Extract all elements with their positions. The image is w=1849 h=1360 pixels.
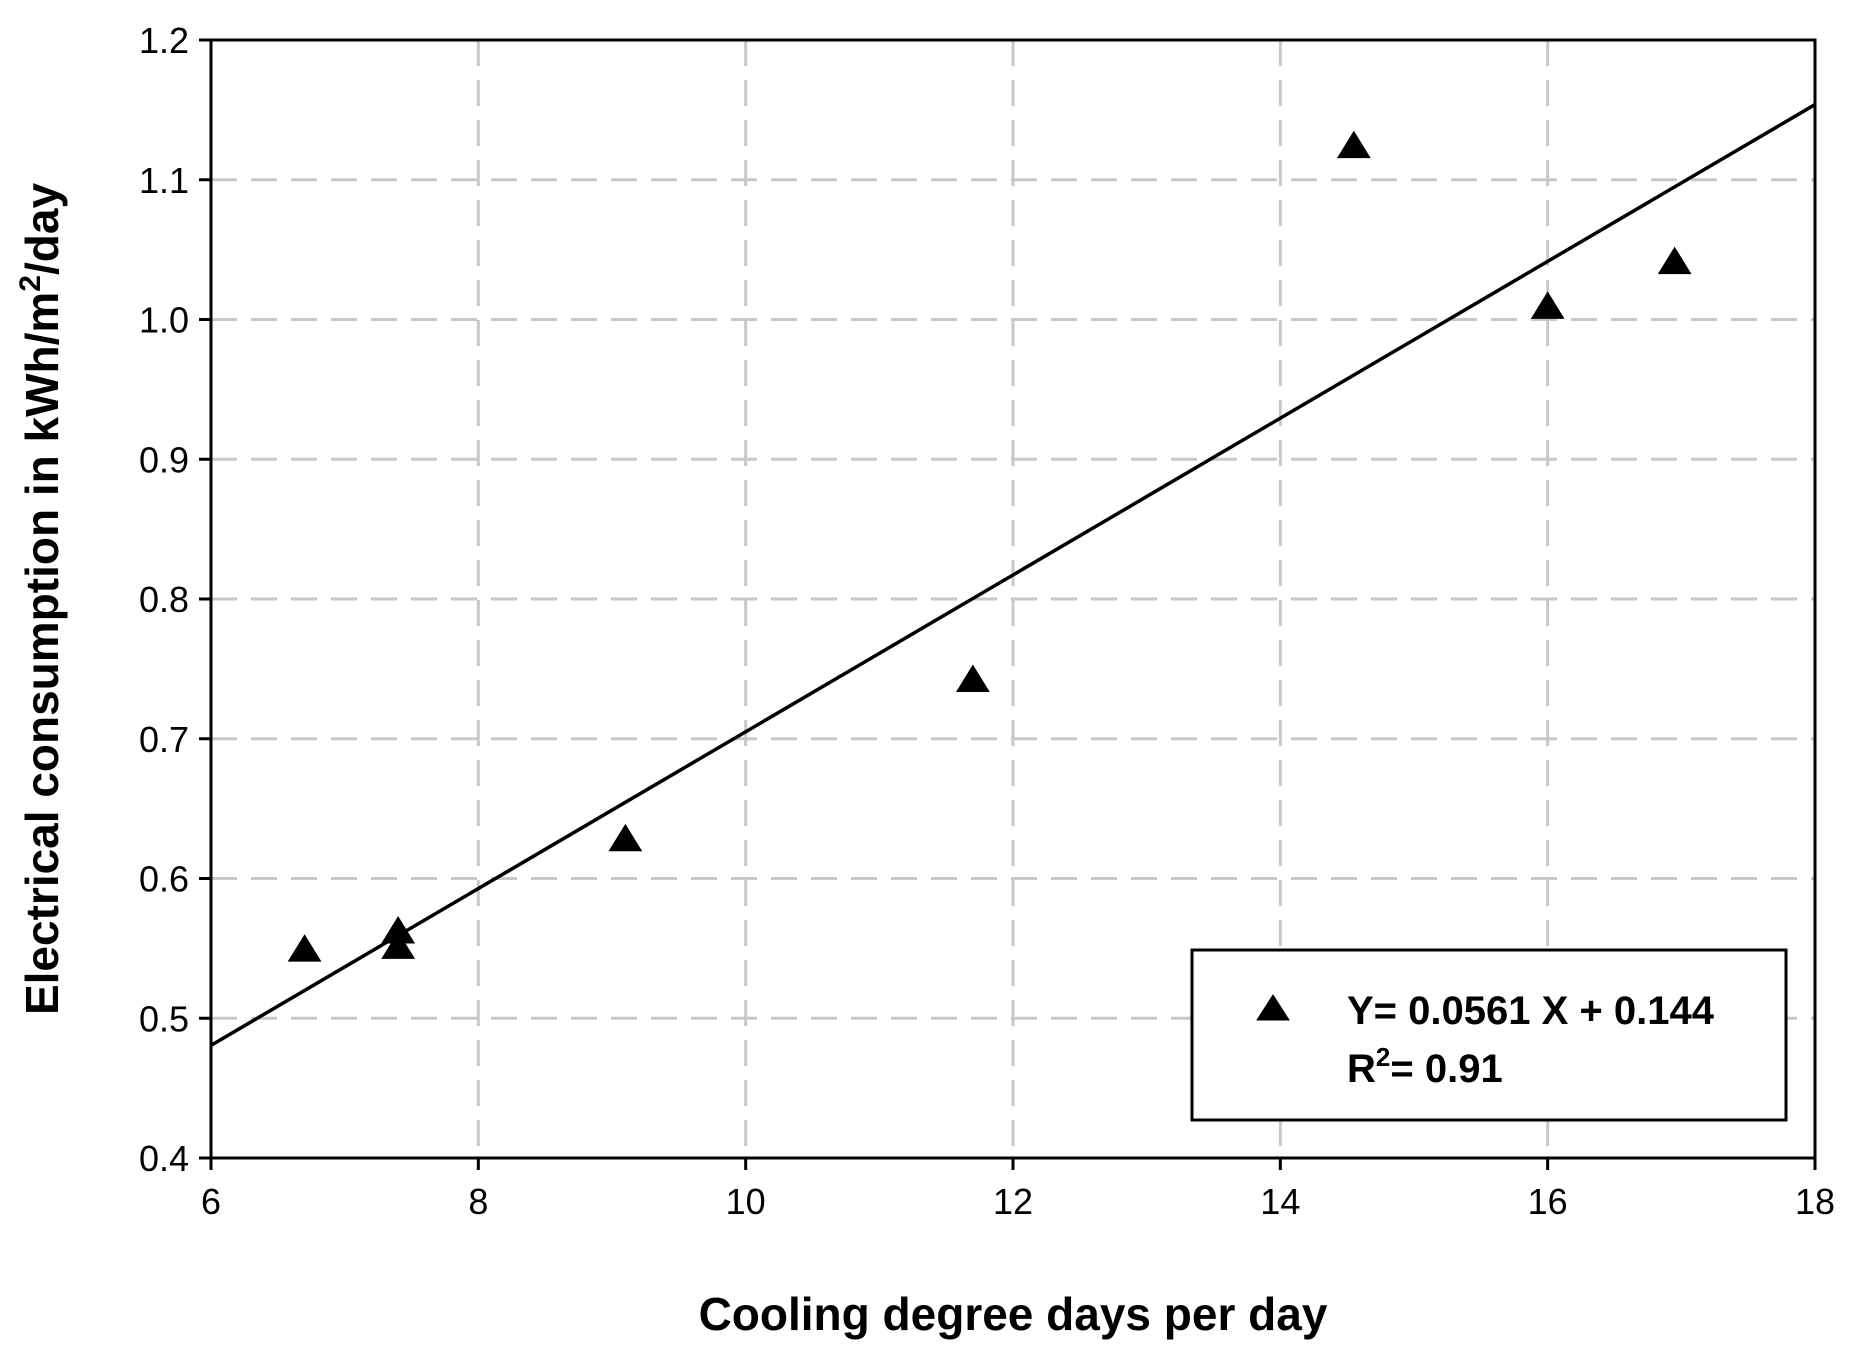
- y-tick-label: 0.9: [139, 439, 189, 480]
- legend-r-squared: R2= 0.91: [1347, 1042, 1503, 1091]
- regression-line: [210, 103, 1816, 1047]
- y-axis-title-tail: /day: [16, 183, 68, 275]
- y-tick-label: 0.4: [139, 1138, 189, 1179]
- x-tick-label: 10: [726, 1181, 766, 1222]
- x-tick-label: 8: [468, 1181, 488, 1222]
- legend: Y= 0.0561 X + 0.144 R2= 0.91: [1190, 948, 1788, 1122]
- y-axis-title-superscript: 2: [14, 275, 47, 292]
- y-tick-label: 0.6: [139, 859, 189, 900]
- regression-line-group: [210, 103, 1816, 1047]
- x-tick-label: 18: [1795, 1181, 1835, 1222]
- tick-marks: [199, 38, 1817, 1170]
- data-point-triangle: [1530, 291, 1565, 319]
- y-tick-label: 1.1: [139, 160, 189, 201]
- x-axis-title: Cooling degree days per day: [699, 1288, 1328, 1340]
- data-point-triangle: [1657, 246, 1692, 275]
- y-axis-title-main: Electrical consumption in kWh/m: [16, 292, 68, 1015]
- legend-r-value: = 0.91: [1390, 1047, 1502, 1091]
- x-tick-labels: 6 8 10 12 14 16 18: [201, 1181, 1835, 1222]
- x-tick-label: 12: [993, 1181, 1033, 1222]
- data-point-triangle: [608, 823, 643, 852]
- x-tick-label: 6: [201, 1181, 221, 1222]
- x-tick-label: 16: [1528, 1181, 1568, 1222]
- data-point-triangle: [381, 931, 416, 959]
- legend-marker-triangle-icon: [1256, 994, 1290, 1021]
- legend-equation: Y= 0.0561 X + 0.144: [1347, 989, 1715, 1033]
- data-points: [287, 130, 1692, 962]
- legend-box: [1190, 948, 1788, 1122]
- y-tick-label: 0.5: [139, 998, 189, 1039]
- y-axis-title: Electrical consumption in kWh/m2/day: [14, 183, 68, 1015]
- data-point-triangle: [1336, 130, 1371, 159]
- data-point-triangle: [287, 934, 322, 962]
- legend-r-superscript: 2: [1376, 1042, 1390, 1072]
- y-tick-label: 1.2: [139, 20, 189, 61]
- data-point-triangle: [381, 916, 416, 944]
- x-tick-label: 14: [1260, 1181, 1300, 1222]
- y-tick-label: 0.7: [139, 719, 189, 760]
- y-tick-labels: 0.4 0.5 0.6 0.7 0.8 0.9 1.0 1.1 1.2: [139, 20, 189, 1179]
- legend-r-prefix: R: [1347, 1047, 1376, 1091]
- y-tick-label: 0.8: [139, 579, 189, 620]
- data-point-triangle: [956, 664, 990, 692]
- y-tick-label: 1.0: [139, 300, 189, 341]
